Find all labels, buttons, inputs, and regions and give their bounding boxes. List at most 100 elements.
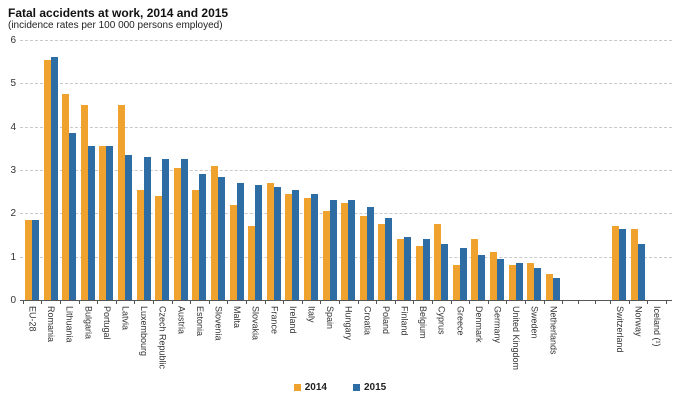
x-tick-label: Belgium xyxy=(418,306,429,339)
bar-2014 xyxy=(545,274,553,300)
x-tick-label: Spain xyxy=(325,306,336,330)
bar-2014 xyxy=(173,167,181,300)
bar-2015 xyxy=(255,185,263,300)
legend-label-2014: 2014 xyxy=(304,382,327,393)
bar-2015 xyxy=(348,200,356,300)
x-axis-tick xyxy=(450,301,452,304)
legend-item-2014: 2014 xyxy=(293,382,327,393)
bar-2014 xyxy=(527,263,535,300)
bar-2015 xyxy=(273,187,281,300)
legend-item-2015: 2015 xyxy=(353,382,386,393)
x-axis-tick xyxy=(506,301,508,304)
bar-2014 xyxy=(25,219,32,300)
bar-2014 xyxy=(490,252,497,300)
x-axis-tick xyxy=(628,301,630,304)
y-tick-label-3: 3 xyxy=(10,165,16,176)
x-tick-label: Hungary xyxy=(343,306,354,341)
bar-2014 xyxy=(631,228,638,300)
bar-2014 xyxy=(341,202,349,300)
bar-2015 xyxy=(236,183,244,300)
x-axis-tick xyxy=(647,301,649,304)
x-axis-tick xyxy=(431,301,433,304)
bar-2015 xyxy=(180,159,188,300)
x-tick-label: Estonia xyxy=(194,306,205,337)
x-axis-tick xyxy=(562,301,564,304)
bar-2015 xyxy=(199,174,207,300)
x-tick-label: Finland xyxy=(399,306,410,336)
bar-2014 xyxy=(452,265,460,300)
bar-2015 xyxy=(143,157,151,300)
bar-2014 xyxy=(359,215,367,300)
gridline-y3 xyxy=(20,170,672,171)
x-tick-label: Denmark xyxy=(473,306,484,343)
x-axis-tick xyxy=(22,301,24,304)
x-axis-tick xyxy=(394,301,396,304)
x-tick-label: Italy xyxy=(306,306,317,323)
bar-2015 xyxy=(329,200,337,300)
bar-2015 xyxy=(385,217,393,300)
x-axis-tick xyxy=(543,301,545,304)
x-tick-label: Norway xyxy=(633,306,644,337)
y-tick-label-4: 4 xyxy=(10,121,16,133)
x-axis-tick xyxy=(41,301,43,304)
legend-swatch-2015 xyxy=(353,384,360,391)
y-tick-label-6: 6 xyxy=(10,35,16,47)
bar-2015 xyxy=(125,154,132,300)
y-tick-label-1: 1 xyxy=(10,251,16,263)
bar-2014 xyxy=(434,224,442,300)
y-tick-label-2: 2 xyxy=(10,208,16,220)
x-axis-tick xyxy=(524,301,526,304)
bar-2014 xyxy=(99,146,107,300)
x-axis-tick xyxy=(357,301,359,304)
x-tick-label: Latvia xyxy=(120,306,131,331)
bar-2014 xyxy=(62,94,70,300)
bar-2015 xyxy=(218,176,225,300)
x-tick-label: EU-28 xyxy=(27,306,38,332)
bar-2014 xyxy=(43,59,51,300)
x-axis-tick xyxy=(320,301,322,304)
bar-2014 xyxy=(136,189,144,300)
x-axis-tick xyxy=(338,301,340,304)
x-axis-tick xyxy=(134,301,136,304)
x-tick-label: Romania xyxy=(46,306,57,343)
x-axis-tick xyxy=(152,301,154,304)
bar-2015 xyxy=(478,254,486,300)
x-axis-tick xyxy=(413,301,415,304)
x-axis-tick xyxy=(78,301,80,304)
y-tick-label-0: 0 xyxy=(10,295,16,306)
bar-2015 xyxy=(619,228,627,300)
x-axis-tick xyxy=(283,301,285,304)
bar-2015 xyxy=(50,57,58,300)
bar-2015 xyxy=(32,219,39,300)
bar-2015 xyxy=(534,267,542,300)
gridline-y6 xyxy=(20,40,672,42)
x-axis-tick xyxy=(578,301,579,304)
x-tick-label: Austria xyxy=(176,306,187,335)
x-tick-label: Iceland (¹) xyxy=(652,306,663,347)
x-tick-label: Greece xyxy=(455,306,466,336)
bar-2014 xyxy=(397,239,404,300)
y-tick-label-5: 5 xyxy=(10,78,16,90)
x-axis-line xyxy=(20,300,672,301)
x-axis-tick xyxy=(376,301,378,304)
x-axis-tick xyxy=(190,301,192,304)
gridline-y5 xyxy=(20,83,672,85)
x-axis-tick xyxy=(469,301,471,304)
x-axis-tick xyxy=(59,301,61,304)
x-axis-tick xyxy=(227,301,229,304)
x-axis-tick xyxy=(208,301,210,304)
x-tick-label: United Kingdom xyxy=(511,306,522,371)
chart-subtitle: (incidence rates per 100 000 persons emp… xyxy=(8,20,223,31)
bar-2014 xyxy=(211,165,218,300)
bar-2015 xyxy=(106,146,114,300)
bar-2015 xyxy=(311,193,318,300)
bar-2015 xyxy=(404,237,411,300)
bar-2014 xyxy=(285,193,293,300)
x-axis-tick xyxy=(610,301,612,304)
bar-2015 xyxy=(515,263,523,300)
bar-2014 xyxy=(192,189,200,300)
x-tick-label: France xyxy=(269,306,280,335)
x-tick-label: Ireland xyxy=(287,306,298,334)
